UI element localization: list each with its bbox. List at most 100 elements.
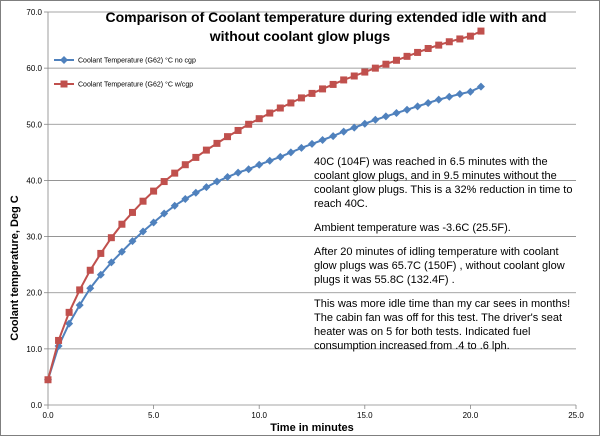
legend-entry-1: Coolant Temperature (G62) °C no cgp: [54, 56, 196, 65]
legend-marker-diamond: [60, 56, 68, 64]
axes: [44, 11, 577, 409]
data-point: [160, 178, 168, 186]
x-tick-labels: 0.0 5.0 10.0 15.0 20.0 25.0: [42, 411, 584, 420]
data-point: [371, 64, 379, 72]
data-point: [76, 286, 84, 294]
annotation-text-box: 40C (104F) was reached in 6.5 minutes wi…: [314, 155, 576, 363]
data-point: [286, 148, 295, 157]
data-point: [86, 284, 95, 293]
data-point: [44, 376, 52, 384]
x-axis-title: Time in minutes: [270, 422, 354, 434]
data-point: [255, 160, 264, 169]
data-point: [329, 80, 337, 88]
data-point: [403, 105, 412, 114]
data-point: [445, 92, 454, 101]
x-tick-label: 25.0: [568, 411, 584, 420]
legend: Coolant Temperature (G62) °C no cgp Coola…: [54, 56, 196, 89]
data-point: [96, 270, 105, 279]
data-point: [424, 98, 433, 107]
data-point: [319, 85, 327, 93]
data-point: [212, 177, 221, 186]
data-point: [223, 173, 232, 182]
x-tick-label: 5.0: [148, 411, 160, 420]
data-point: [150, 187, 158, 195]
data-point: [361, 68, 369, 76]
y-tick-labels: 0.0 10.0 20.0 30.0 40.0 50.0 60.0 70.0: [26, 8, 42, 410]
data-point: [224, 133, 232, 141]
data-point: [265, 156, 274, 165]
x-tick-label: 0.0: [42, 411, 54, 420]
data-point: [139, 227, 148, 236]
data-point: [202, 146, 210, 154]
y-tick-label: 10.0: [26, 345, 42, 354]
data-point: [466, 32, 474, 40]
y-tick-label: 50.0: [26, 120, 42, 129]
chart-title: Comparison of Coolant temperature during…: [105, 9, 546, 44]
chart-title-line-2: without coolant glow plugs: [209, 28, 391, 44]
data-point: [350, 123, 359, 132]
x-tick-label: 20.0: [463, 411, 479, 420]
data-point: [360, 119, 369, 128]
data-point: [424, 44, 432, 52]
data-point: [382, 60, 390, 68]
data-point: [276, 104, 284, 112]
data-point: [413, 102, 422, 111]
data-point: [339, 127, 348, 136]
data-point: [128, 208, 136, 216]
x-tick-label: 15.0: [357, 411, 373, 420]
data-point: [340, 76, 348, 84]
data-point: [445, 38, 453, 46]
data-point: [266, 109, 274, 117]
data-point: [170, 201, 179, 210]
data-point: [234, 126, 242, 134]
data-point: [128, 237, 137, 246]
y-tick-label: 60.0: [26, 64, 42, 73]
data-point: [476, 82, 485, 91]
data-point: [466, 87, 475, 96]
chart-title-line-1: Comparison of Coolant temperature during…: [105, 9, 546, 25]
legend-label: Coolant Temperature (G62) °C w/cgp: [78, 81, 193, 89]
legend-marker-square: [60, 80, 68, 88]
data-point: [297, 143, 306, 152]
data-point: [308, 89, 316, 97]
legend-label: Coolant Temperature (G62) °C no cgp: [78, 57, 196, 65]
data-point: [434, 95, 443, 104]
data-point: [297, 94, 305, 102]
data-point: [477, 27, 485, 35]
data-point: [75, 301, 84, 310]
data-point: [392, 109, 401, 118]
data-point: [191, 188, 200, 197]
y-tick-label: 40.0: [26, 176, 42, 185]
data-point: [65, 319, 74, 328]
data-point: [371, 115, 380, 124]
y-axis-title: Coolant temperature, Deg C: [9, 195, 21, 341]
data-point: [287, 99, 295, 107]
data-point: [308, 139, 316, 148]
data-point: [202, 183, 211, 192]
data-point: [181, 161, 189, 169]
data-point: [244, 165, 253, 174]
data-point: [318, 136, 327, 145]
data-point: [403, 52, 411, 60]
data-point: [97, 249, 105, 257]
data-point: [381, 112, 390, 121]
annotation-paragraph-3: After 20 minutes of idling temperature w…: [314, 246, 565, 286]
data-point: [414, 48, 422, 56]
data-point: [456, 35, 464, 43]
data-point: [181, 194, 190, 203]
annotation-paragraph-2: Ambient temperature was -3.6C (25.5F).: [314, 222, 511, 234]
data-point: [171, 169, 179, 177]
data-point: [234, 168, 243, 177]
data-point: [255, 115, 263, 123]
data-point: [107, 258, 116, 267]
data-point: [455, 89, 464, 98]
data-point: [107, 234, 115, 242]
data-point: [117, 247, 126, 256]
annotation-paragraph-4: This was more idle time than my car sees…: [314, 298, 571, 352]
data-point: [213, 139, 221, 147]
y-tick-label: 30.0: [26, 233, 42, 242]
series-group: [44, 27, 485, 384]
data-point: [350, 72, 358, 80]
